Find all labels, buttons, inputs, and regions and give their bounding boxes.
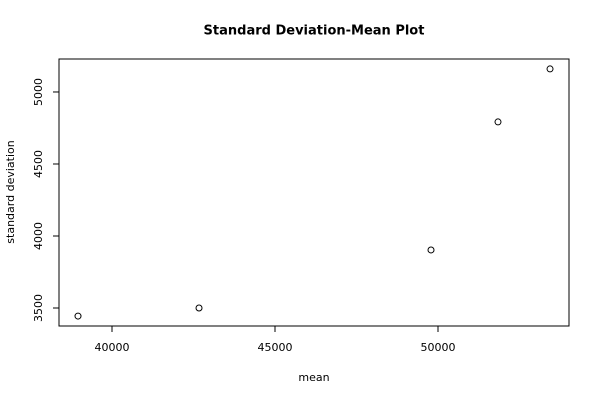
y-axis-label: standard deviation: [4, 140, 17, 243]
x-tick-label: 50000: [421, 341, 456, 354]
plot-frame: [58, 58, 570, 327]
point: [74, 312, 82, 320]
x-axis-label: mean: [298, 371, 329, 384]
x-tick-label: 45000: [258, 341, 293, 354]
point: [494, 118, 502, 126]
point: [546, 65, 554, 73]
chart-title: Standard Deviation-Mean Plot: [204, 24, 425, 39]
y-tick-label: 4000: [32, 222, 45, 250]
point: [427, 246, 435, 254]
x-tick-label: 40000: [95, 341, 130, 354]
point: [195, 304, 203, 312]
y-tick-label: 3500: [32, 294, 45, 322]
y-tick-label: 5000: [32, 78, 45, 106]
y-tick-label: 4500: [32, 150, 45, 178]
